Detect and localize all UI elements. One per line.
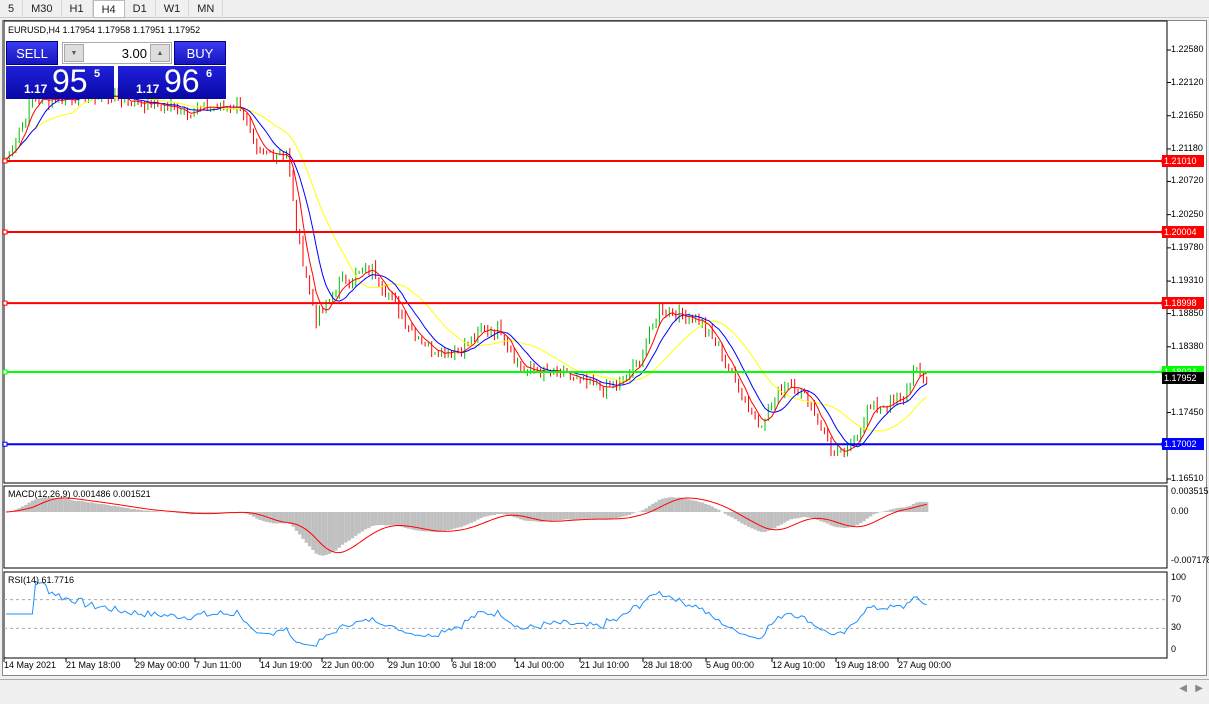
time-axis-label: 27 Aug 00:00: [898, 660, 952, 670]
timeframe-D1[interactable]: D1: [125, 0, 156, 18]
lot-increase-icon[interactable]: ▲: [150, 44, 170, 62]
one-click-trading-panel: SELL ▼ 3.00 ▲ BUY 1.17 95 5 1.17 96 6: [6, 41, 227, 99]
ma-slow-line: [5, 96, 928, 432]
level-handle: [2, 300, 8, 306]
sell-price[interactable]: 1.17 95 5: [6, 63, 114, 99]
time-axis-label: 28 Jul 18:00: [643, 660, 693, 670]
current-price-tag: 1.17952: [1162, 372, 1204, 385]
price-axis-label: 1.20250: [1171, 208, 1204, 219]
time-axis-label: 29 May 00:00: [135, 660, 190, 670]
rsi-line: [6, 580, 927, 647]
sell-price-big: 1.17: [24, 82, 48, 96]
time-axis-label: 14 Jul 00:00: [515, 660, 565, 670]
chart-tabs: [0, 679, 1209, 704]
time-axis-label: 12 Aug 10:00: [772, 660, 826, 670]
rsi-axis-label: 30: [1171, 622, 1182, 633]
time-axis-label: 7 Jun 11:00: [195, 660, 242, 670]
macd-label: MACD(12,26,9) 0.001486 0.001521: [8, 489, 151, 499]
rsi-axis-label: 0: [1171, 644, 1177, 654]
price-axis-label: 1.21180: [1171, 142, 1203, 153]
lot-size-value[interactable]: 3.00: [121, 46, 147, 61]
price-axis-label: 1.20720: [1171, 175, 1204, 186]
macd-axis-label: -0.007178: [1171, 555, 1209, 565]
timeframe-5[interactable]: 5: [0, 0, 24, 18]
time-axis-label: 21 Jul 10:00: [580, 660, 630, 670]
timeframe-MN[interactable]: MN: [189, 0, 224, 18]
level-handle: [2, 441, 8, 447]
rsi-axis-label: 100: [1171, 572, 1187, 582]
time-axis-label: 21 May 18:00: [66, 660, 121, 670]
price-axis-label: 1.18850: [1171, 307, 1204, 318]
rsi-pane: [3, 571, 1168, 659]
price-axis-label: 1.18380: [1171, 340, 1204, 351]
macd-axis-label: 0.00: [1171, 506, 1189, 516]
level-price-tag: 1.21010: [1162, 154, 1204, 167]
macd-pane: [3, 485, 1168, 569]
buy-price-fraction: 6: [206, 68, 213, 80]
chart-info: EURUSD,H4 1.17954 1.17958 1.17951 1.1795…: [8, 25, 201, 35]
buy-price-big: 1.17: [136, 82, 160, 96]
price-axis-label: 1.19780: [1171, 241, 1204, 252]
macd-signal-line: [5, 497, 927, 554]
level-handle: [2, 369, 8, 375]
sell-price-pips: 95: [52, 63, 88, 99]
time-axis-label: 6 Jul 18:00: [452, 660, 497, 670]
price-axis-label: 1.21650: [1171, 109, 1204, 120]
time-axis-label: 5 Aug 00:00: [706, 660, 755, 670]
sell-button[interactable]: SELL: [6, 41, 58, 65]
timeframe-H4[interactable]: H4: [92, 0, 125, 18]
time-axis-label: 14 Jun 19:00: [260, 660, 313, 670]
price-axis-label: 1.17450: [1171, 406, 1204, 417]
time-axis-label: 14 May 2021: [4, 660, 57, 670]
ma-fast-line: [5, 93, 927, 452]
price-axis-label: 1.16510: [1171, 472, 1204, 483]
tab-scroll-arrows[interactable]: ◀ ▶: [1179, 683, 1203, 694]
timeframe-H1[interactable]: H1: [62, 0, 93, 18]
buy-price[interactable]: 1.17 96 6: [118, 63, 226, 99]
price-axis-label: 1.19310: [1171, 275, 1204, 286]
timeframe-M30[interactable]: M30: [23, 0, 62, 18]
timeframe-W1[interactable]: W1: [156, 0, 190, 18]
level-handle: [2, 158, 8, 164]
price-axis-label: 1.22580: [1171, 44, 1204, 54]
rsi-axis-label: 70: [1171, 593, 1182, 604]
buy-button[interactable]: BUY: [174, 41, 226, 65]
level-price-tag: 1.18998: [1162, 297, 1204, 310]
lot-size-input[interactable]: ▼ 3.00 ▲: [62, 42, 172, 64]
rsi-label: RSI(14) 61.7716: [8, 575, 75, 585]
time-axis-label: 19 Aug 18:00: [836, 660, 890, 670]
buy-price-pips: 96: [164, 63, 200, 99]
price-axis-label: 1.22120: [1171, 76, 1204, 87]
lot-decrease-icon[interactable]: ▼: [64, 44, 84, 62]
level-handle: [2, 229, 8, 235]
level-price-tag: 1.17002: [1162, 438, 1204, 451]
macd-axis-label: 0.003515: [1171, 486, 1209, 496]
timeframe-toolbar: 5 M30 H1 H4 D1 W1 MN: [0, 0, 1209, 18]
time-axis-label: 29 Jun 10:00: [388, 660, 441, 670]
time-axis-label: 22 Jun 00:00: [322, 660, 375, 670]
sell-price-fraction: 5: [94, 68, 101, 80]
level-price-tag: 1.20004: [1162, 226, 1204, 239]
